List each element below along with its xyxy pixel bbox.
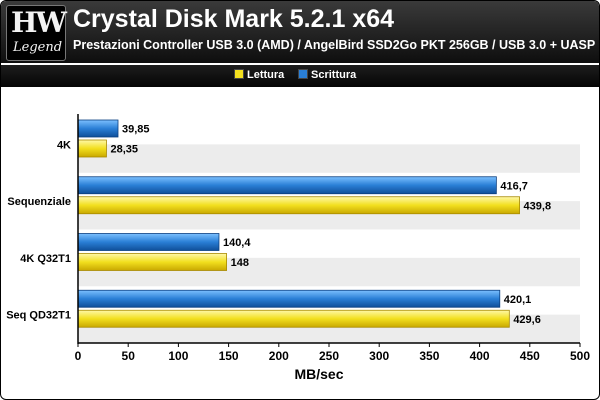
value-label-scrittura-4k-q32t1: 140,4 xyxy=(223,237,251,249)
bar-scrittura-4k xyxy=(77,119,119,138)
category-label-seq-qd32t1: Seq QD32T1 xyxy=(6,310,71,322)
value-label-scrittura-4k: 39,85 xyxy=(122,124,150,136)
x-axis-title: MB/sec xyxy=(294,366,343,382)
bar-scrittura-seq-qd32t1 xyxy=(77,289,501,308)
legend-label-lettura: Lettura xyxy=(247,69,285,81)
category-label-sequenziale: Sequenziale xyxy=(7,196,71,208)
value-label-lettura-4k-q32t1: 148 xyxy=(231,257,249,269)
x-tick-label-350: 350 xyxy=(419,349,439,363)
x-tick-label-50: 50 xyxy=(122,349,136,363)
value-label-scrittura-seq-qd32t1: 420,1 xyxy=(504,294,532,306)
bar-scrittura-sequenziale xyxy=(77,176,497,195)
bar-lettura-seq-qd32t1 xyxy=(77,309,510,328)
x-tick-label-100: 100 xyxy=(168,349,188,363)
x-tick-label-250: 250 xyxy=(319,349,339,363)
value-label-lettura-4k: 28,35 xyxy=(110,144,138,156)
x-tick-label-200: 200 xyxy=(269,349,289,363)
x-tick-label-300: 300 xyxy=(369,349,389,363)
legend-swatch-scrittura xyxy=(298,69,308,79)
chart-subtitle: Prestazioni Controller USB 3.0 (AMD) / A… xyxy=(73,38,596,52)
bar-lettura-sequenziale xyxy=(77,196,520,215)
chart-title: Crystal Disk Mark 5.2.1 x64 xyxy=(73,5,395,33)
bar-scrittura-4k-q32t1 xyxy=(77,233,220,251)
value-label-lettura-sequenziale: 439,8 xyxy=(524,200,552,212)
x-tick-label-150: 150 xyxy=(219,349,239,363)
logo-mark: HW xyxy=(11,6,67,39)
legend-bar: Lettura Scrittura xyxy=(1,65,599,87)
bar-lettura-4k-q32t1 xyxy=(77,253,227,271)
x-tick-label-500: 500 xyxy=(570,349,590,363)
band-4k xyxy=(78,144,580,173)
legend-label-scrittura: Scrittura xyxy=(311,69,357,81)
x-tick-label-0: 0 xyxy=(75,349,82,363)
bar-lettura-4k xyxy=(77,139,107,158)
x-tick-label-400: 400 xyxy=(470,349,490,363)
value-label-scrittura-sequenziale: 416,7 xyxy=(500,180,528,192)
bar-chart: 39,85 28,35 416,7 439,8 140,4 148 420,1 429,6 4… xyxy=(6,114,590,382)
category-label-4k: 4K xyxy=(57,139,71,151)
legend-item-scrittura: Scrittura xyxy=(298,69,356,83)
x-tick-label-450: 450 xyxy=(520,349,540,363)
logo-word: Legend xyxy=(13,40,63,55)
category-label-4k-q32t1: 4K Q32T1 xyxy=(20,253,71,265)
legend-item-lettura: Lettura xyxy=(234,69,284,83)
legend-swatch-lettura xyxy=(234,69,244,79)
chart-header: HW Legend Crystal Disk Mark 5.2.1 x64 Pr… xyxy=(1,1,599,63)
value-label-lettura-seq-qd32t1: 429,6 xyxy=(513,314,541,326)
hwlegend-logo: HW Legend xyxy=(6,5,67,61)
